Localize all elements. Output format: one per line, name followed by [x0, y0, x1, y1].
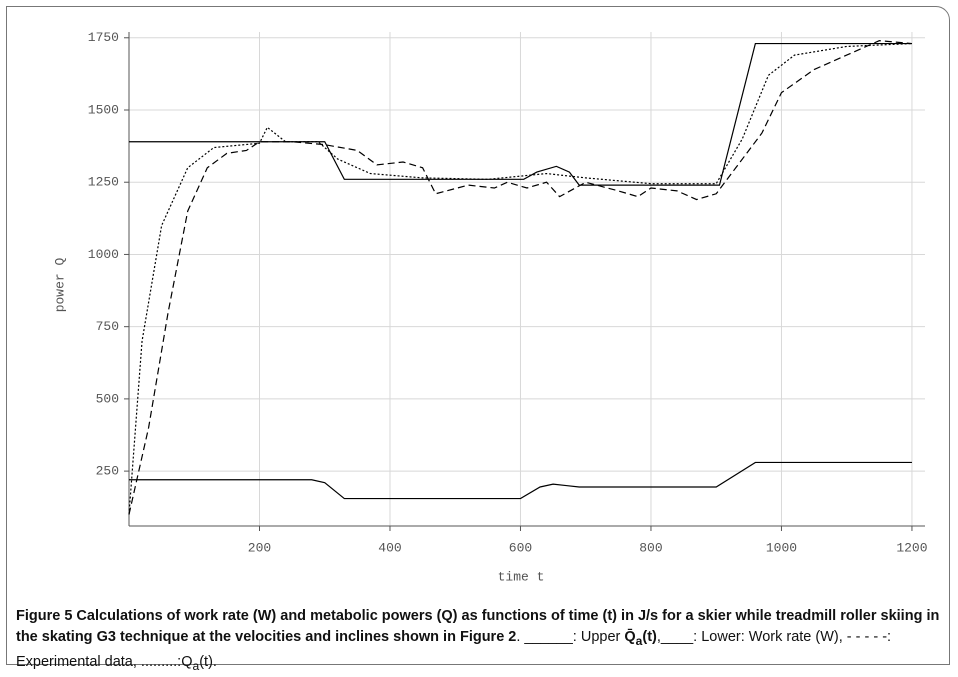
y-axis-label: power Q [52, 257, 67, 312]
x-axis-label: time t [498, 569, 545, 584]
x-tick-label: 800 [639, 540, 662, 555]
caption-label: Figure 5 [16, 608, 73, 624]
caption: Figure 5 Calculations of work rate (W) a… [16, 606, 946, 677]
caption-text: (t). [199, 653, 217, 670]
caption-title: Calculations of work rate (W) and metabo… [16, 608, 940, 645]
y-tick-label: 1750 [88, 30, 119, 45]
x-tick-label: 200 [248, 540, 271, 555]
line-series [128, 42, 912, 515]
y-tick-label: 250 [96, 464, 119, 479]
y-tick-label: 1000 [88, 247, 119, 262]
y-tick-label: 750 [96, 319, 119, 334]
caption-text: a [635, 633, 643, 648]
line-series [129, 461, 912, 500]
figure-frame [6, 6, 950, 665]
x-tick-label: 600 [509, 540, 532, 555]
caption-text: Q̄ [624, 629, 636, 645]
y-tick-label: 1250 [88, 175, 119, 190]
chart: time t power Q 200 400 600 800 1000 1200 250 50… [52, 30, 927, 584]
x-tick-label: 1000 [766, 540, 797, 555]
caption-text: (t) [642, 629, 657, 645]
caption-text: ,____: Lower: Work rate (W), - - - - -: … [16, 629, 892, 670]
y-tick-label: 1500 [88, 102, 119, 117]
y-tick-label: 500 [96, 391, 119, 406]
caption-text: . ______: Upper [516, 629, 625, 645]
line-series [129, 42, 912, 186]
x-tick-label: 1200 [896, 540, 927, 555]
caption-text: a [192, 658, 200, 673]
x-tick-label: 400 [378, 540, 401, 555]
